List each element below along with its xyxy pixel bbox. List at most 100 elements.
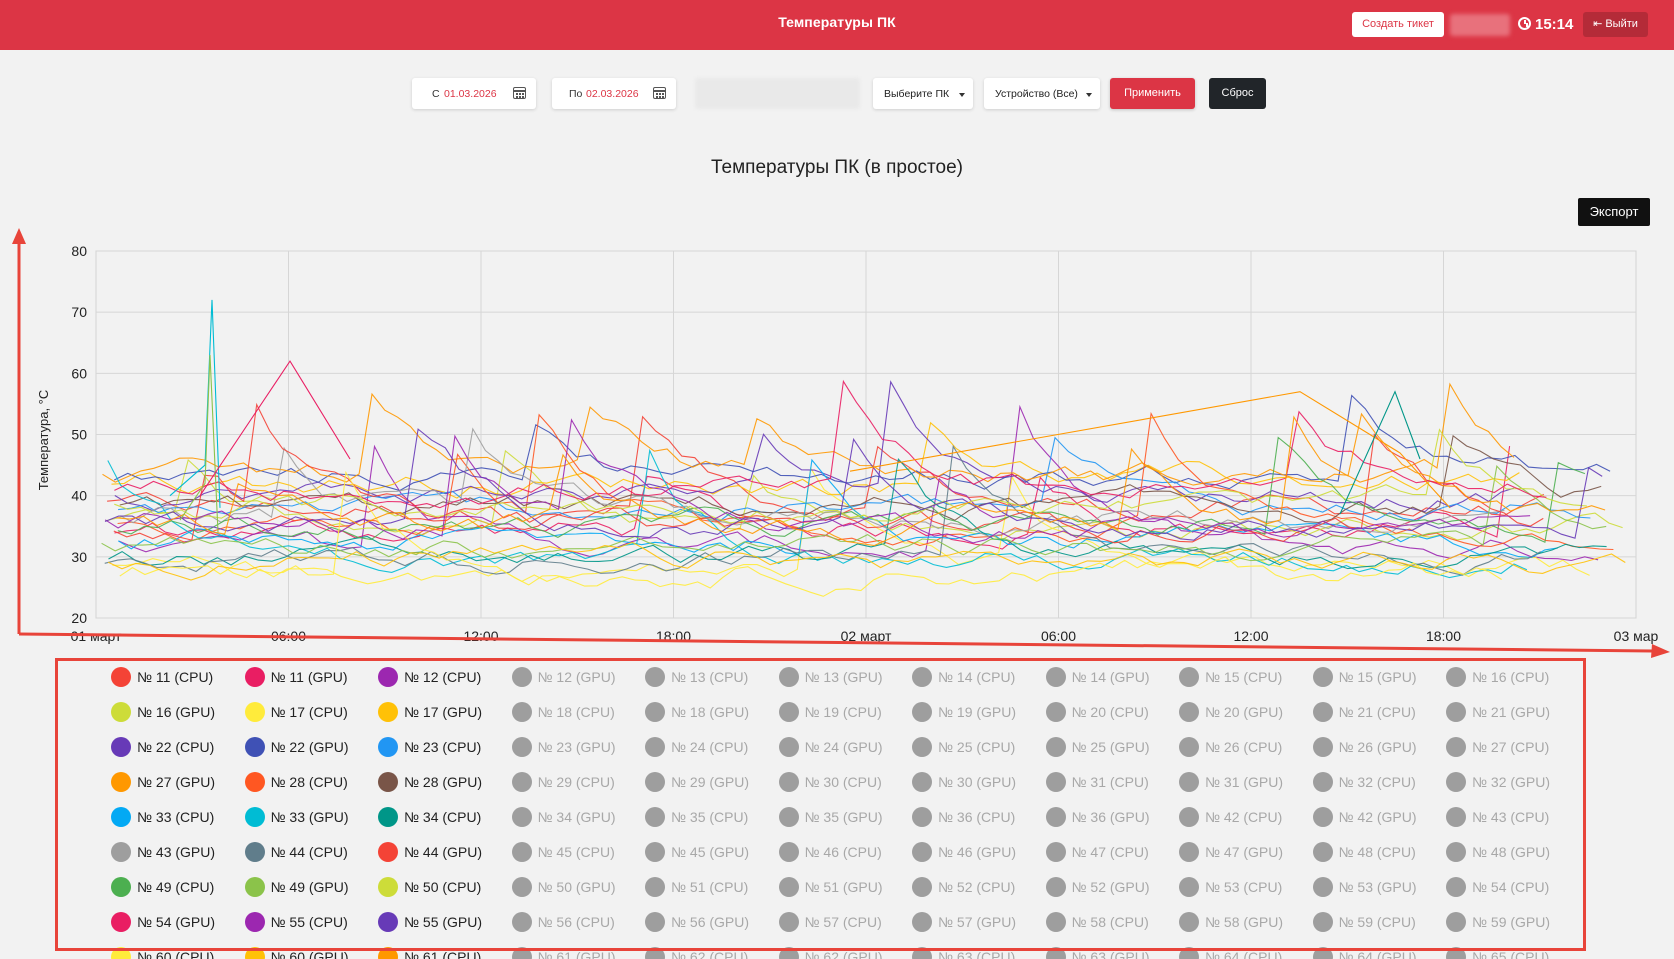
legend-item[interactable]: № 61 (CPU) xyxy=(378,945,481,959)
legend-item[interactable]: № 34 (CPU) xyxy=(378,805,481,829)
legend-item[interactable]: № 64 (CPU) xyxy=(1179,945,1282,959)
legend-item[interactable]: № 27 (GPU) xyxy=(111,770,215,794)
legend-item[interactable]: № 48 (GPU) xyxy=(1446,840,1550,864)
legend-item[interactable]: № 22 (GPU) xyxy=(244,735,349,759)
legend-item[interactable]: № 21 (CPU) xyxy=(1312,700,1416,724)
calendar-icon[interactable] xyxy=(653,87,666,99)
pc-select[interactable]: Выберите ПК xyxy=(873,78,973,109)
legend-item[interactable]: № 60 (CPU) xyxy=(111,945,214,959)
legend-item[interactable]: № 11 (CPU) xyxy=(111,665,213,689)
legend-item[interactable]: № 33 (CPU) xyxy=(111,805,214,829)
legend-item[interactable]: № 20 (CPU) xyxy=(1045,700,1149,724)
legend-item[interactable]: № 48 (CPU) xyxy=(1312,840,1416,864)
legend-item[interactable]: № 15 (GPU) xyxy=(1312,665,1417,689)
legend-item[interactable]: № 45 (CPU) xyxy=(511,840,615,864)
date-to-field[interactable]: По 02.03.2026 xyxy=(552,78,676,109)
device-select[interactable]: Устройство (Все) xyxy=(984,78,1100,109)
legend-item[interactable]: № 36 (GPU) xyxy=(1045,805,1150,829)
legend-item[interactable]: № 18 (GPU) xyxy=(645,700,749,724)
legend-item[interactable]: № 63 (GPU) xyxy=(1045,945,1150,959)
legend-item[interactable]: № 23 (CPU) xyxy=(378,735,481,759)
legend-item[interactable]: № 54 (CPU) xyxy=(1446,875,1549,899)
legend-item[interactable]: № 36 (CPU) xyxy=(912,805,1015,829)
legend-item[interactable]: № 47 (GPU) xyxy=(1179,840,1283,864)
legend-item[interactable]: № 31 (GPU) xyxy=(1179,770,1283,794)
legend-item[interactable]: № 24 (CPU) xyxy=(645,735,748,759)
legend-item[interactable]: № 28 (CPU) xyxy=(244,770,348,794)
legend-item[interactable]: № 53 (CPU) xyxy=(1179,875,1282,899)
legend-item[interactable]: № 29 (CPU) xyxy=(511,770,615,794)
legend-item[interactable]: № 50 (CPU) xyxy=(378,875,481,899)
legend-item[interactable]: № 52 (GPU) xyxy=(1045,875,1150,899)
legend-item[interactable]: № 11 (GPU) xyxy=(244,665,348,689)
legend-item[interactable]: № 25 (GPU) xyxy=(1045,735,1150,759)
legend-item[interactable]: № 35 (CPU) xyxy=(645,805,748,829)
legend-item[interactable]: № 43 (CPU) xyxy=(1446,805,1549,829)
legend-item[interactable]: № 16 (GPU) xyxy=(111,700,215,724)
legend-item[interactable]: № 42 (GPU) xyxy=(1312,805,1417,829)
legend-item[interactable]: № 44 (GPU) xyxy=(378,840,482,864)
reset-button[interactable]: Сброс xyxy=(1209,78,1266,109)
legend-item[interactable]: № 55 (CPU) xyxy=(244,910,348,934)
legend-item[interactable]: № 28 (GPU) xyxy=(378,770,482,794)
legend-item[interactable]: № 23 (GPU) xyxy=(511,735,616,759)
legend-item[interactable]: № 53 (GPU) xyxy=(1312,875,1417,899)
legend-item[interactable]: № 19 (CPU) xyxy=(778,700,882,724)
legend-item[interactable]: № 62 (CPU) xyxy=(645,945,748,959)
calendar-icon[interactable] xyxy=(513,87,526,99)
legend-item[interactable]: № 19 (GPU) xyxy=(912,700,1016,724)
legend-item[interactable]: № 31 (CPU) xyxy=(1045,770,1149,794)
legend-item[interactable]: № 30 (CPU) xyxy=(778,770,882,794)
legend-item[interactable]: № 34 (GPU) xyxy=(511,805,616,829)
create-ticket-button[interactable]: Создать тикет xyxy=(1352,12,1444,37)
legend-item[interactable]: № 17 (GPU) xyxy=(378,700,482,724)
legend-item[interactable]: № 12 (GPU) xyxy=(511,665,616,689)
legend-item[interactable]: № 47 (CPU) xyxy=(1045,840,1149,864)
legend-item[interactable]: № 64 (GPU) xyxy=(1312,945,1417,959)
legend-item[interactable]: № 12 (CPU) xyxy=(378,665,481,689)
legend-item[interactable]: № 13 (CPU) xyxy=(645,665,748,689)
legend-item[interactable]: № 21 (GPU) xyxy=(1446,700,1550,724)
legend-item[interactable]: № 45 (GPU) xyxy=(645,840,749,864)
legend-item[interactable]: № 46 (CPU) xyxy=(778,840,882,864)
legend-item[interactable]: № 32 (CPU) xyxy=(1312,770,1416,794)
legend-item[interactable]: № 50 (GPU) xyxy=(511,875,616,899)
legend-item[interactable]: № 26 (GPU) xyxy=(1312,735,1417,759)
legend-item[interactable]: № 26 (CPU) xyxy=(1179,735,1282,759)
logout-button[interactable]: ⇤ Выйти xyxy=(1583,12,1648,37)
apply-button[interactable]: Применить xyxy=(1110,78,1195,109)
legend-item[interactable]: № 56 (GPU) xyxy=(645,910,749,934)
legend-item[interactable]: № 46 (GPU) xyxy=(912,840,1016,864)
date-from-field[interactable]: С 01.03.2026 xyxy=(412,78,536,109)
legend-item[interactable]: № 16 (CPU) xyxy=(1446,665,1549,689)
legend-item[interactable]: № 51 (CPU) xyxy=(645,875,748,899)
legend-item[interactable]: № 51 (GPU) xyxy=(778,875,883,899)
legend-item[interactable]: № 14 (CPU) xyxy=(912,665,1015,689)
legend-item[interactable]: № 58 (CPU) xyxy=(1045,910,1149,934)
export-button[interactable]: Экспорт xyxy=(1578,198,1650,226)
legend-item[interactable]: № 15 (CPU) xyxy=(1179,665,1282,689)
legend-item[interactable]: № 49 (GPU) xyxy=(244,875,349,899)
legend-item[interactable]: № 60 (GPU) xyxy=(244,945,349,959)
legend-item[interactable]: № 59 (GPU) xyxy=(1446,910,1550,934)
legend-item[interactable]: № 32 (GPU) xyxy=(1446,770,1550,794)
legend-item[interactable]: № 25 (CPU) xyxy=(912,735,1015,759)
legend-item[interactable]: № 43 (GPU) xyxy=(111,840,215,864)
legend-item[interactable]: № 30 (GPU) xyxy=(912,770,1016,794)
legend-item[interactable]: № 27 (CPU) xyxy=(1446,735,1549,759)
legend-item[interactable]: № 13 (GPU) xyxy=(778,665,883,689)
legend-item[interactable]: № 61 (GPU) xyxy=(511,945,616,959)
legend-item[interactable]: № 62 (GPU) xyxy=(778,945,883,959)
legend-item[interactable]: № 57 (GPU) xyxy=(912,910,1016,934)
legend-item[interactable]: № 56 (CPU) xyxy=(511,910,615,934)
legend-item[interactable]: № 63 (CPU) xyxy=(912,945,1015,959)
legend-item[interactable]: № 29 (GPU) xyxy=(645,770,749,794)
legend-item[interactable]: № 65 (CPU) xyxy=(1446,945,1549,959)
legend-item[interactable]: № 42 (CPU) xyxy=(1179,805,1282,829)
legend-item[interactable]: № 58 (GPU) xyxy=(1179,910,1283,934)
legend-item[interactable]: № 20 (GPU) xyxy=(1179,700,1283,724)
legend-item[interactable]: № 35 (GPU) xyxy=(778,805,883,829)
legend-item[interactable]: № 57 (CPU) xyxy=(778,910,882,934)
legend-item[interactable]: № 22 (CPU) xyxy=(111,735,214,759)
legend-item[interactable]: № 55 (GPU) xyxy=(378,910,482,934)
